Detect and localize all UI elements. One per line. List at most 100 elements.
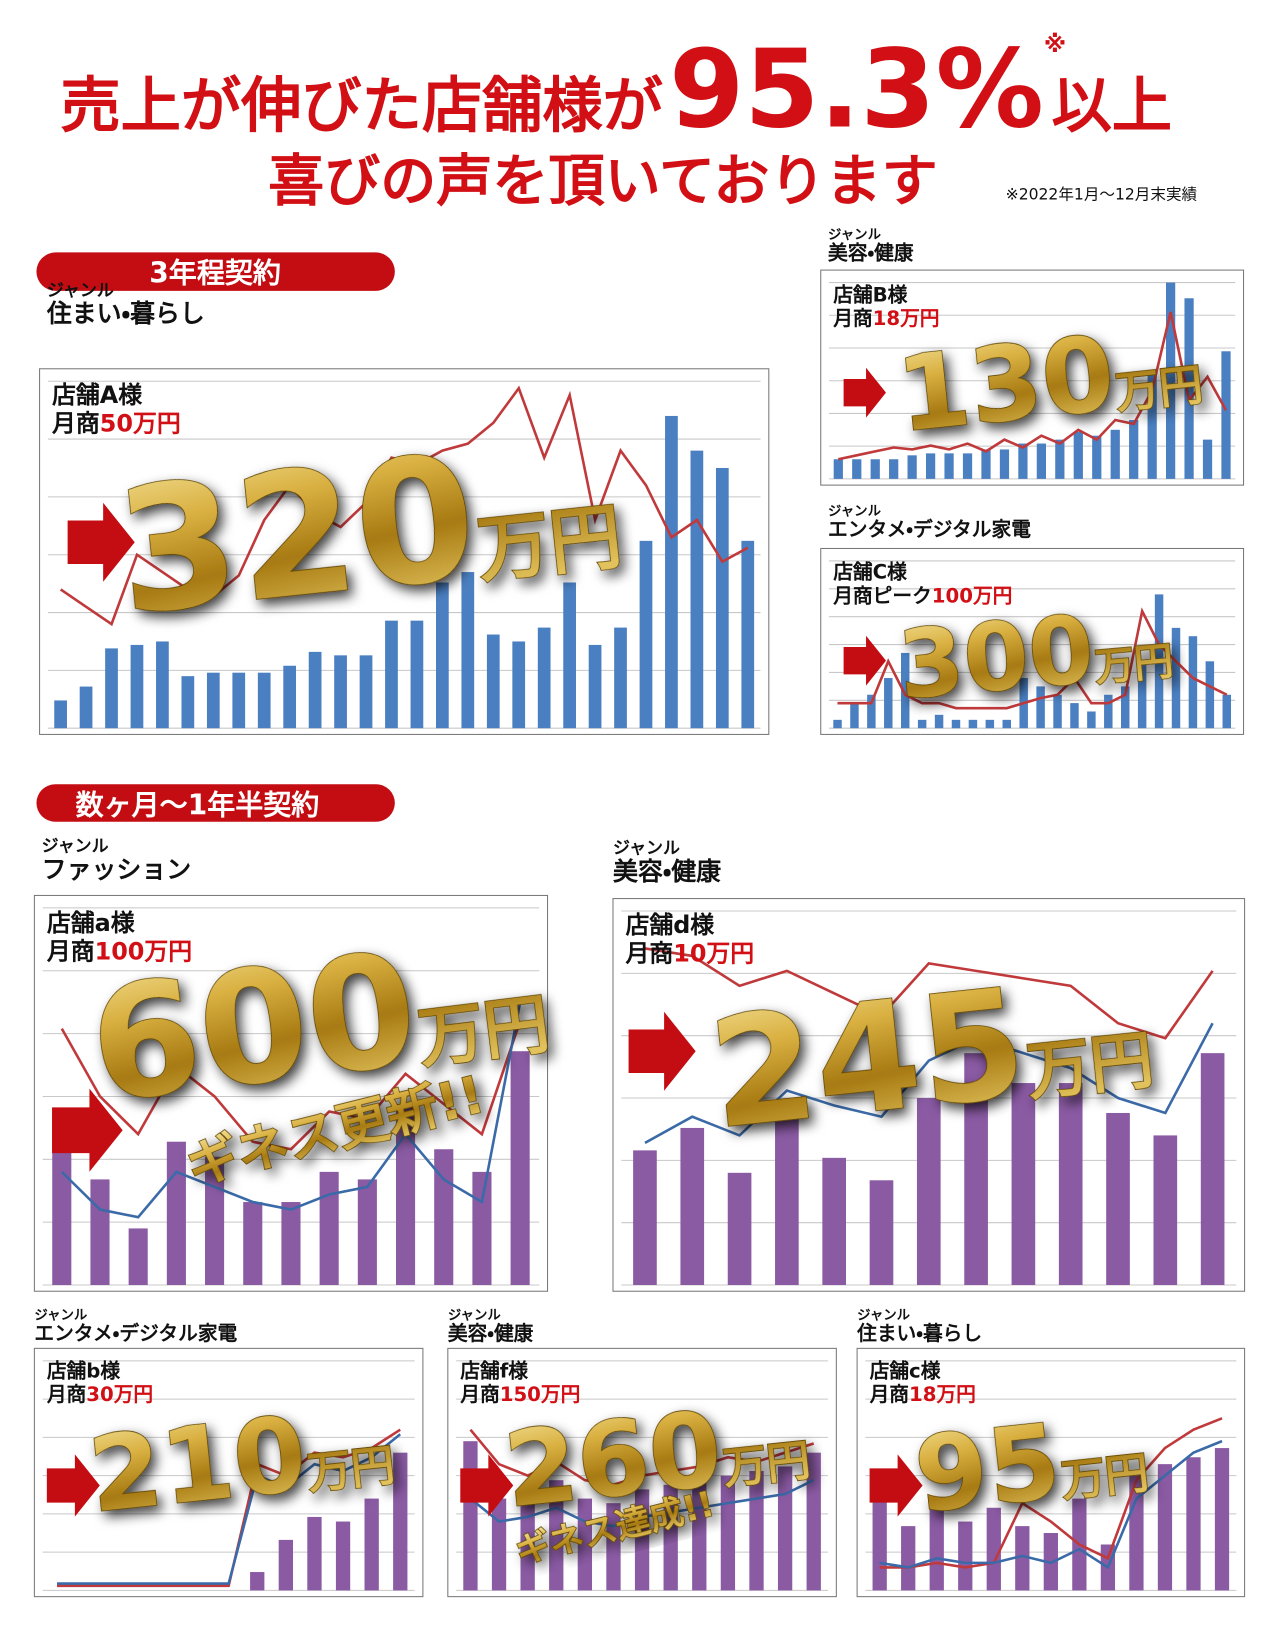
bar xyxy=(128,1228,148,1286)
bar xyxy=(985,719,995,729)
bar xyxy=(512,641,526,729)
store-name: 店舗d様 xyxy=(625,911,715,939)
result-number: 210 xyxy=(84,1394,312,1536)
result-number: 600 xyxy=(81,918,426,1138)
trend-line xyxy=(879,1439,1223,1570)
section-label: 3年程契約 xyxy=(149,257,281,290)
result-amount: 210万円 xyxy=(84,1385,399,1536)
bar xyxy=(884,678,893,729)
bar xyxy=(962,453,973,479)
bar xyxy=(335,1521,351,1591)
genre-label: ジャンル xyxy=(828,504,882,519)
bar xyxy=(472,1171,492,1286)
result-unit: 万円 xyxy=(305,1441,397,1500)
bar xyxy=(1137,661,1147,729)
genre-label: ジャンル xyxy=(34,1308,88,1323)
bar xyxy=(850,703,859,729)
bar xyxy=(410,620,424,729)
bar xyxy=(1036,443,1046,479)
monthly-before: 10万円 xyxy=(673,940,754,968)
monthly-before: 100万円 xyxy=(95,937,193,965)
bar xyxy=(1154,594,1164,729)
result-unit: 万円 xyxy=(1023,1022,1157,1109)
bar xyxy=(981,449,991,479)
bar xyxy=(308,651,322,729)
bar xyxy=(777,1466,793,1591)
bar xyxy=(563,582,576,729)
genre-label: ジャンル xyxy=(448,1308,502,1323)
bar xyxy=(833,719,842,729)
monthly-before: 30万円 xyxy=(86,1383,153,1406)
genre: ファッション xyxy=(42,855,192,884)
bar xyxy=(181,676,195,729)
bar xyxy=(680,1127,705,1286)
bar xyxy=(1221,351,1231,479)
bar xyxy=(916,1098,941,1286)
genre: エンタメ・デジタル家電 xyxy=(34,1322,237,1345)
bar xyxy=(319,1171,339,1286)
bar xyxy=(1087,711,1096,729)
arrow xyxy=(52,1088,123,1172)
bar xyxy=(307,1516,322,1591)
monthly-before: 100万円 xyxy=(932,584,1013,607)
bar xyxy=(806,1452,821,1591)
result-unit: 万円 xyxy=(1093,639,1175,691)
bar xyxy=(1147,370,1157,479)
monthly-before: 18万円 xyxy=(873,307,940,330)
store-name: 店舗f様 xyxy=(460,1359,528,1382)
result-amount: 260万円 xyxy=(499,1380,814,1531)
bar xyxy=(1110,429,1120,479)
result-amount: 95万円 xyxy=(910,1393,1153,1537)
trend-line xyxy=(644,947,1214,1040)
bar xyxy=(537,627,551,729)
monthly-label: 月商 xyxy=(46,937,95,965)
bar xyxy=(461,572,475,729)
bar xyxy=(1018,443,1028,479)
bar xyxy=(52,1115,72,1286)
monthly-sales: 月商50万円 xyxy=(51,410,181,438)
bar xyxy=(999,449,1010,479)
bar xyxy=(1053,694,1062,729)
bar xyxy=(385,620,398,729)
bar xyxy=(1058,1083,1083,1286)
bar xyxy=(614,627,627,729)
trend-line xyxy=(57,1433,402,1585)
bar xyxy=(54,700,67,729)
bar xyxy=(79,686,93,729)
bar xyxy=(396,1103,416,1286)
genre-label: ジャンル xyxy=(42,836,109,856)
result-amount: 320万円 xyxy=(108,403,628,653)
bar xyxy=(1055,439,1065,479)
bar xyxy=(1070,703,1079,729)
bar xyxy=(822,1157,847,1286)
result-number: 320 xyxy=(108,418,485,653)
monthly-label: 月商ピーク xyxy=(832,584,932,607)
result-unit: 万円 xyxy=(721,1436,813,1495)
monthly-before: 150万円 xyxy=(500,1383,581,1406)
result-amount: 600万円 xyxy=(81,902,556,1138)
result-unit: 万円 xyxy=(1059,1448,1151,1507)
monthly-sales: 月商18万円 xyxy=(869,1383,976,1406)
bar xyxy=(1120,686,1130,729)
bar xyxy=(1202,439,1213,479)
genre: 美容・健康 xyxy=(448,1322,534,1345)
bar xyxy=(1157,1464,1173,1591)
bar xyxy=(334,655,347,729)
monthly-sales: 月商10万円 xyxy=(624,940,754,968)
bar xyxy=(870,459,880,479)
bar xyxy=(90,1179,110,1286)
bar xyxy=(243,1202,263,1286)
genre: 美容・健康 xyxy=(828,242,914,265)
bar xyxy=(665,415,678,729)
bar xyxy=(775,1116,799,1286)
bar xyxy=(968,719,978,729)
result-amount: 245万円 xyxy=(702,942,1159,1163)
store-name: 店舗A様 xyxy=(52,381,143,409)
bar xyxy=(1036,686,1045,729)
trend-line xyxy=(469,1428,815,1487)
bar xyxy=(1002,719,1011,729)
trend-line xyxy=(59,385,749,627)
store-name: 店舗b様 xyxy=(47,1359,121,1382)
